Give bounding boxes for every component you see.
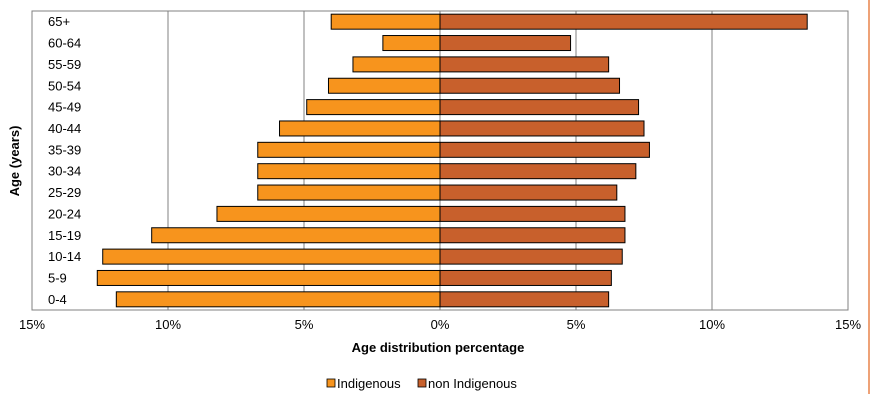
y-tick-label-40-44: 40-44	[48, 121, 81, 136]
bar-non-indigenous-45-49	[439, 99, 640, 116]
x-tick-label-4: 5%	[567, 317, 586, 332]
x-axis-title: Age distribution percentage	[352, 340, 525, 355]
bar-indigenous-50-54	[327, 77, 441, 94]
bars	[96, 13, 808, 308]
bar-non-indigenous-10-14	[439, 248, 623, 265]
bar-non-indigenous-0-4	[439, 291, 610, 308]
legend-swatch-indigenous	[326, 378, 336, 388]
y-tick-label-55-59: 55-59	[48, 57, 81, 72]
x-tick-label-5: 10%	[699, 317, 725, 332]
y-tick-label-10-14: 10-14	[48, 249, 81, 264]
bar-indigenous-65+	[330, 13, 441, 30]
bar-indigenous-60-64	[382, 35, 441, 52]
bar-indigenous-30-34	[257, 163, 441, 180]
x-tick-labels: 15% 10% 5% 0% 5% 10% 15%	[19, 317, 861, 332]
bar-non-indigenous-50-54	[439, 77, 621, 94]
y-tick-label-0-4: 0-4	[48, 292, 67, 307]
bar-indigenous-5-9	[96, 269, 441, 286]
bar-indigenous-15-19	[151, 227, 441, 244]
bar-non-indigenous-20-24	[439, 205, 626, 222]
legend-label-non-indigenous: non Indigenous	[428, 376, 517, 391]
bar-indigenous-20-24	[216, 205, 441, 222]
y-tick-label-65+: 65+	[48, 14, 70, 29]
legend-label-indigenous: Indigenous	[337, 376, 401, 391]
bar-non-indigenous-60-64	[439, 35, 572, 52]
x-tick-label-1: 10%	[155, 317, 181, 332]
x-tick-label-0: 15%	[19, 317, 45, 332]
y-tick-label-30-34: 30-34	[48, 164, 81, 179]
bar-non-indigenous-35-39	[439, 141, 650, 158]
x-tick-label-3: 0%	[431, 317, 450, 332]
bar-indigenous-35-39	[257, 141, 441, 158]
plot-area-border	[31, 10, 849, 311]
y-axis-title: Age (years)	[7, 126, 22, 197]
bar-non-indigenous-55-59	[439, 56, 610, 73]
x-tick-label-2: 5%	[295, 317, 314, 332]
bar-non-indigenous-30-34	[439, 163, 637, 180]
y-tick-label-50-54: 50-54	[48, 78, 81, 93]
legend-swatch-non-indigenous	[417, 378, 427, 388]
legend: Indigenous non Indigenous	[326, 376, 517, 391]
bar-non-indigenous-65+	[439, 13, 808, 30]
y-tick-label-25-29: 25-29	[48, 185, 81, 200]
y-tick-label-5-9: 5-9	[48, 270, 67, 285]
bar-non-indigenous-5-9	[439, 269, 612, 286]
y-tick-label-20-24: 20-24	[48, 206, 81, 221]
y-tick-label-15-19: 15-19	[48, 228, 81, 243]
bar-indigenous-10-14	[102, 248, 441, 265]
bar-indigenous-0-4	[115, 291, 441, 308]
x-tick-label-6: 15%	[835, 317, 861, 332]
bar-non-indigenous-40-44	[439, 120, 645, 137]
y-tick-labels: 0-4 5-9 10-14 15-19 20-24 25-29 30-34 35-39 40-4…	[48, 14, 81, 307]
y-tick-label-60-64: 60-64	[48, 36, 81, 51]
grid-lines	[167, 11, 713, 310]
y-tick-label-35-39: 35-39	[48, 142, 81, 157]
bar-indigenous-55-59	[352, 56, 441, 73]
bar-indigenous-25-29	[257, 184, 441, 201]
bar-non-indigenous-15-19	[439, 227, 626, 244]
bar-indigenous-40-44	[279, 120, 441, 137]
y-tick-label-45-49: 45-49	[48, 100, 81, 115]
bar-non-indigenous-25-29	[439, 184, 618, 201]
bar-indigenous-45-49	[306, 99, 441, 116]
